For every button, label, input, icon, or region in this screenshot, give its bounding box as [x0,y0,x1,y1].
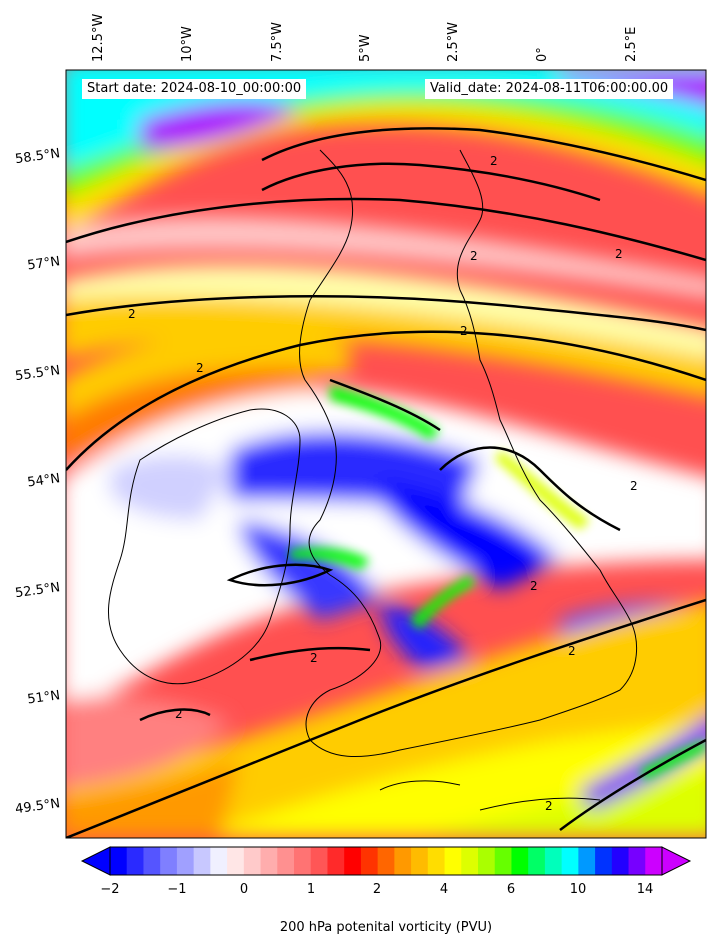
colorbar-swatch [494,847,512,875]
colorbar-swatch [327,847,345,875]
coastlines [107,149,638,811]
colorbar [80,846,692,876]
contour-label: 2 [196,361,204,375]
map-frame [65,69,707,839]
colorbar-border [109,846,663,876]
colorbar-tick-label: 10 [569,882,587,897]
colorbar-tick-label: 2 [372,882,382,897]
colorbar-swatch [411,847,429,875]
colorbar-swatch [595,847,613,875]
colorbar-swatch [444,847,462,875]
colorbar-swatch [126,847,144,875]
valid-date-label: Valid_date: 2024-08-11T06:00:00.00 [425,79,674,99]
contour-label: 2 [615,247,623,261]
colorbar-tick-label: −1 [167,882,187,897]
colorbar-tick-label: 14 [636,882,654,897]
colorbar-swatch [294,847,312,875]
colorbar-swatch [193,847,211,875]
contour-label: 2 [175,707,183,721]
colorbar-tick-label: 0 [239,882,249,897]
pv-2-contours [66,127,706,838]
colorbar-swatch [243,847,262,875]
colorbar-swatch [611,847,630,875]
longitude-label: 10°W [180,26,195,62]
colorbar-swatch [360,847,379,875]
longitude-label: 0° [535,47,550,62]
colorbar-tick-label: 1 [306,882,316,897]
longitude-label: 5°W [358,34,373,62]
colorbar-swatch [277,847,295,875]
colorbar-swatch [377,847,395,875]
longitude-label: 2.5°W [446,21,461,62]
colorbar-swatch [176,847,195,875]
colorbar-swatch [160,847,178,875]
colorbar-swatch [344,847,362,875]
contour-label: 2 [630,479,638,493]
start-date-label: Start date: 2024-08-10_00:00:00 [82,79,307,99]
colorbar-swatch [511,847,529,875]
colorbar-swatch [578,847,596,875]
colorbar-swatch [310,847,328,875]
contour-label: 2 [568,644,576,658]
longitude-label: 7.5°W [270,21,285,62]
colorbar-swatch [427,847,446,875]
contour-label: 2 [545,799,553,813]
colorbar-swatch [628,847,646,875]
colorbar-min-extend [80,846,111,876]
colorbar-swatch [645,847,663,875]
colorbar-swatch [528,847,546,875]
longitude-label: 12.5°W [91,13,106,62]
colorbar-swatch [260,847,278,875]
colorbar-swatch [210,847,228,875]
colorbar-tick-label: −2 [100,882,120,897]
colorbar-max-extend [661,846,692,876]
pv-field: 2 2 2 2 2 2 2 2 2 2 2 2 [66,70,706,838]
contour-label: 2 [470,249,478,263]
colorbar-tick-label: 4 [439,882,449,897]
colorbar-swatch [227,847,245,875]
contour-label: 2 [490,154,498,168]
colorbar-swatch [544,847,563,875]
colorbar-swatch [461,847,479,875]
longitude-label: 2.5°E [624,26,639,62]
colorbar-swatch [394,847,412,875]
contour-label: 2 [460,324,468,338]
colorbar-swatch [561,847,579,875]
colorbar-swatch [478,847,496,875]
contour-label: 2 [530,579,538,593]
colorbar-title: 200 hPa potenital vorticity (PVU) [279,920,493,935]
colorbar-swatch [143,847,161,875]
contour-label: 2 [310,651,318,665]
contour-label: 2 [128,307,136,321]
colorbar-swatch [110,847,128,875]
contour-labels: 2 2 2 2 2 2 2 2 2 2 2 2 [128,154,638,813]
colorbar-tick-label: 6 [506,882,516,897]
